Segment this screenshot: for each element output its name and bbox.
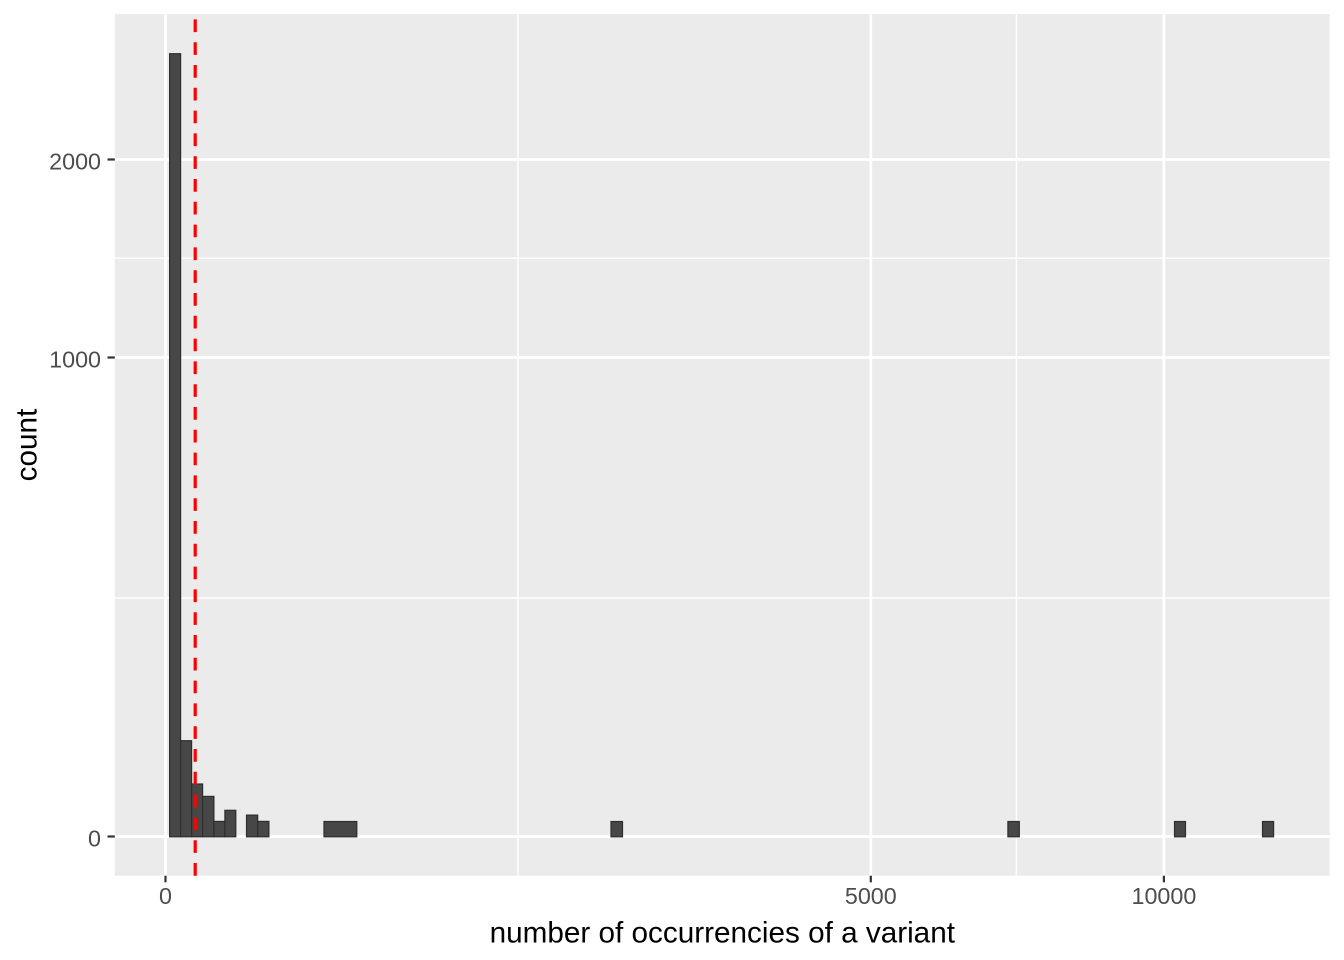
svg-text:2000: 2000 [49, 149, 101, 175]
svg-text:0: 0 [88, 826, 101, 852]
svg-text:number of occurrencies of a va: number of occurrencies of a variant [490, 916, 956, 949]
svg-text:10000: 10000 [1132, 883, 1197, 909]
svg-text:5000: 5000 [845, 883, 897, 909]
svg-text:1000: 1000 [49, 347, 101, 373]
svg-text:0: 0 [159, 883, 172, 909]
svg-text:count: count [10, 408, 43, 481]
